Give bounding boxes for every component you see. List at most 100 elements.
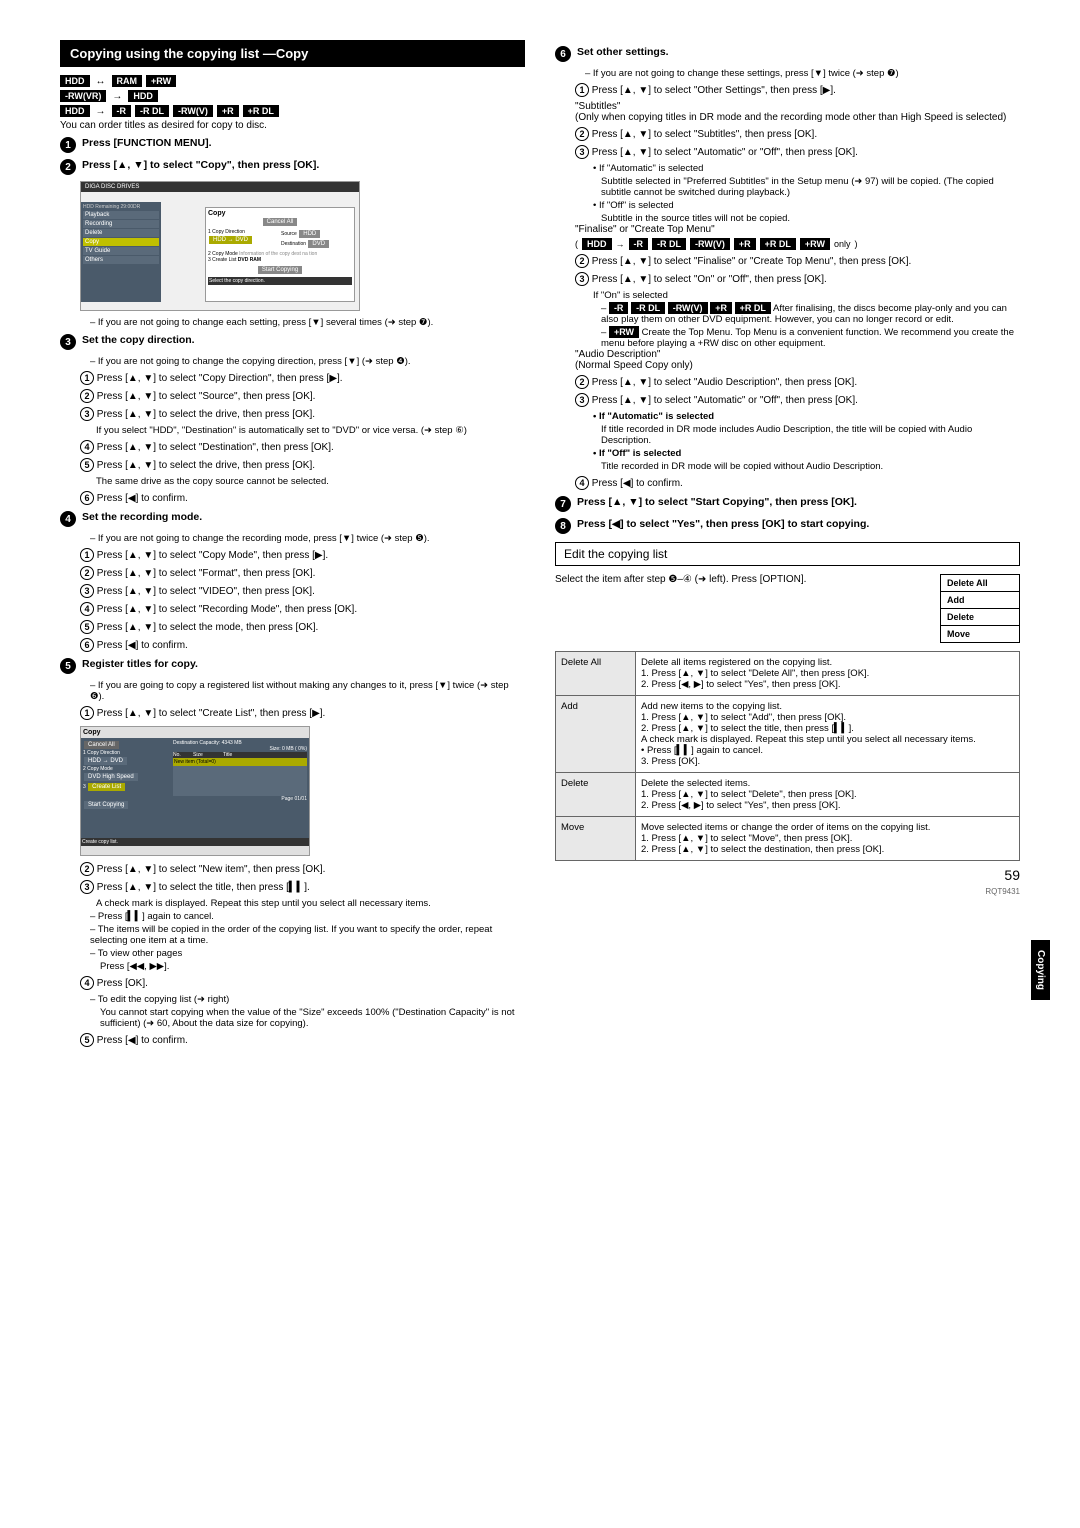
- sc-header: DIGA DISC DRIVES: [81, 182, 359, 192]
- sc-src: Source: [281, 231, 297, 237]
- screenshot-create-list: Copy Cancel All 1 Copy DirectionHDD → DV…: [80, 726, 310, 856]
- only-text: only: [834, 239, 851, 249]
- sub-text: Press [▲, ▼] to select "Source", then pr…: [97, 391, 316, 402]
- arrow-icon: ↔: [96, 76, 106, 87]
- sc-item: Delete: [83, 229, 159, 237]
- text: Create the Top Menu. Top Menu is a conve…: [601, 327, 1014, 349]
- sub-text: Press [◀] to confirm.: [592, 478, 683, 489]
- edit-list-title: Edit the copying list: [555, 542, 1020, 566]
- sub-1: 1: [575, 83, 589, 97]
- bullet-text: If title recorded in DR mode includes Au…: [601, 424, 1020, 446]
- step-8: 8: [555, 518, 571, 534]
- tag-prdl: +R DL: [243, 105, 279, 117]
- section-title: Copying using the copying list —Copy: [60, 40, 525, 67]
- step-2-note: – If you are not going to change each se…: [90, 317, 525, 328]
- tag-prw: +RW: [146, 75, 176, 87]
- dash-note: Press [◀◀, ▶▶].: [100, 961, 525, 972]
- sc-row: Copy Direction: [212, 229, 245, 235]
- sub-text: Press [◀] to confirm.: [97, 640, 188, 651]
- audio-desc-note: (Normal Speed Copy only): [575, 360, 1020, 371]
- sub-text: Press [▲, ▼] to select "Automatic" or "O…: [592, 147, 858, 158]
- sc-left: Cancel All 1 Copy DirectionHDD → DVD 2 C…: [81, 738, 171, 838]
- sc-title: Copy: [208, 210, 352, 217]
- sc-tih: Title: [223, 752, 232, 758]
- sub-1: 1: [80, 706, 94, 720]
- sub-text: Press [▲, ▼] to select the title, then p…: [97, 882, 310, 893]
- tag-r: -R: [112, 105, 132, 117]
- page-number: 59: [555, 867, 1020, 883]
- sub-text: Press [▲, ▼] to select "Create List", th…: [97, 708, 326, 719]
- tag-pr: +R: [217, 105, 239, 117]
- sc-cancel: Cancel All: [263, 218, 298, 226]
- sub-4: 4: [80, 602, 94, 616]
- audio-desc-heading: "Audio Description": [575, 349, 1020, 360]
- sc-item: Playback: [83, 211, 159, 219]
- sub-4: 4: [80, 440, 94, 454]
- dash-note: – To edit the copying list (➜ right): [90, 994, 525, 1005]
- sc-item: TV Guide: [83, 247, 159, 255]
- sub-6: 6: [80, 491, 94, 505]
- sub-note: If you select "HDD", "Destination" is au…: [96, 425, 525, 436]
- option-item: Delete: [941, 609, 1019, 626]
- sub-2: 2: [575, 375, 589, 389]
- step-1: 1: [60, 137, 76, 153]
- after-finalise: – -R -R DL -RW(V) +R +R DL After finalis…: [601, 303, 1020, 325]
- sub-text: Press [▲, ▼] to select "Automatic" or "O…: [592, 395, 858, 406]
- dash-note: – Press [▍▍] again to cancel.: [90, 911, 525, 922]
- sc-item: Recording: [83, 220, 159, 228]
- sub-note: The same drive as the copy source cannot…: [96, 476, 525, 487]
- sc-start: Start Copying: [84, 801, 128, 809]
- tag: -RW(V): [690, 238, 730, 250]
- tag: -R DL: [652, 238, 686, 250]
- sub-text: Press [OK].: [97, 978, 148, 989]
- intro-text: You can order titles as desired for copy…: [60, 120, 525, 131]
- sc-newitem: New item (Total=0): [173, 758, 307, 766]
- sub-text: Press [▲, ▼] to select the mode, then pr…: [97, 622, 319, 633]
- th-delall: Delete All: [556, 652, 636, 696]
- sub-text: Press [◀] to confirm.: [97, 1035, 188, 1046]
- tag: +RW: [800, 238, 830, 250]
- sub-1: 1: [80, 371, 94, 385]
- bullet-text: Title recorded in DR mode will be copied…: [601, 461, 1020, 472]
- sc-foot: Create copy list.: [81, 838, 309, 846]
- tag-hdd: HDD: [128, 90, 158, 102]
- media-row-2: -RW(VR) → HDD: [60, 90, 525, 102]
- sc-remain: HDD Remaining 29:00DR: [83, 204, 159, 210]
- dash-note: You cannot start copying when the value …: [100, 1007, 525, 1029]
- sub-text: Press [◀] to confirm.: [97, 493, 188, 504]
- create-top-menu: – +RW Create the Top Menu. Top Menu is a…: [601, 327, 1020, 349]
- tag: -RW(V): [668, 302, 708, 314]
- tag: +R DL: [735, 302, 771, 314]
- th-add: Add: [556, 696, 636, 773]
- sub-text: Press [▲, ▼] to select "Other Settings",…: [592, 85, 836, 96]
- sc-r1b: HDD → DVD: [84, 757, 127, 765]
- tag: +R: [734, 238, 756, 250]
- finalise-heading: "Finalise" or "Create Top Menu": [575, 224, 1020, 235]
- bullet-text: Subtitle selected in "Preferred Subtitle…: [601, 176, 1020, 198]
- tag: +RW: [609, 326, 639, 338]
- step-6-label: Set other settings.: [577, 46, 669, 58]
- sc-page: Page 01/01: [173, 796, 307, 802]
- sub-text: Press [▲, ▼] to select "Format", then pr…: [97, 568, 316, 579]
- option-item: Add: [941, 592, 1019, 609]
- media-row-3: HDD → -R -R DL -RW(V) +R +R DL: [60, 105, 525, 117]
- sub-3: 3: [575, 393, 589, 407]
- sc-no: No.: [173, 752, 193, 758]
- sub-3: 3: [575, 272, 589, 286]
- edit-table: Delete AllDelete all items registered on…: [555, 651, 1020, 861]
- tag-ram: RAM: [112, 75, 143, 87]
- sub-1: 1: [80, 548, 94, 562]
- step-1-label: Press [FUNCTION MENU].: [82, 137, 212, 149]
- sc-r2b: DVD High Speed: [84, 773, 138, 781]
- sub-3: 3: [80, 584, 94, 598]
- sub-4: 4: [575, 476, 589, 490]
- sub-5: 5: [80, 1033, 94, 1047]
- td-del: Delete the selected items. 1. Press [▲, …: [636, 773, 1020, 817]
- bullet: • If "Automatic" is selected: [593, 163, 1020, 174]
- sc-start: Start Copying: [258, 266, 302, 274]
- sc-row: Create List: [212, 257, 236, 263]
- sub-text: Press [▲, ▼] to select the drive, then p…: [97, 460, 315, 471]
- step-2-label: Press [▲, ▼] to select "Copy", then pres…: [82, 159, 319, 171]
- sc-bottom: Select the copy direction.: [208, 277, 352, 285]
- sub-2: 2: [80, 389, 94, 403]
